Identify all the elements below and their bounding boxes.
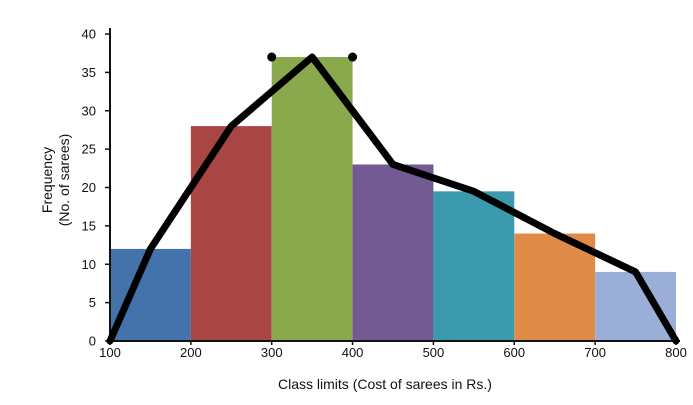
y-axis-subtitle: (No. of sarees): [56, 134, 72, 227]
x-tick-label-700: 700: [584, 345, 606, 360]
bar-400-500: [352, 164, 434, 341]
x-tick-label-100: 100: [99, 345, 121, 360]
bar-500-600: [433, 191, 515, 341]
bar-300-400: [271, 57, 353, 342]
y-tick-label-5: 5: [89, 295, 96, 310]
marker-dot-400: [348, 52, 358, 62]
x-tick-label-500: 500: [423, 345, 445, 360]
y-tick-label-25: 25: [82, 142, 96, 157]
bar-100-200: [110, 248, 191, 341]
axes-layer: [105, 28, 680, 345]
bar-700-800: [595, 271, 676, 341]
marker-dot-300: [267, 52, 277, 62]
x-tick-label-800: 800: [665, 345, 687, 360]
y-tick-label-20: 20: [82, 180, 96, 195]
y-tick-label-40: 40: [82, 27, 96, 42]
y-tick-label-10: 10: [82, 257, 96, 272]
x-axis-title: Class limits (Cost of sarees in Rs.): [278, 376, 492, 392]
y-tick-label-15: 15: [82, 218, 96, 233]
tick-labels-layer: 0 5 10 15 20 25 30 35 40 100 200 300 400 500 600 700 800: [82, 27, 687, 361]
x-tick-label-400: 400: [342, 345, 364, 360]
bar-200-300: [190, 126, 272, 341]
y-tick-label-0: 0: [89, 334, 96, 349]
frequency-polygon-layer: [106, 52, 680, 345]
y-tick-label-35: 35: [82, 65, 96, 80]
x-tick-label-600: 600: [503, 345, 525, 360]
bars-layer: [110, 57, 676, 342]
bar-600-700: [514, 233, 596, 341]
x-tick-label-200: 200: [180, 345, 202, 360]
y-axis-title: Frequency: [39, 147, 55, 213]
y-tick-label-30: 30: [82, 103, 96, 118]
x-tick-label-300: 300: [261, 345, 283, 360]
